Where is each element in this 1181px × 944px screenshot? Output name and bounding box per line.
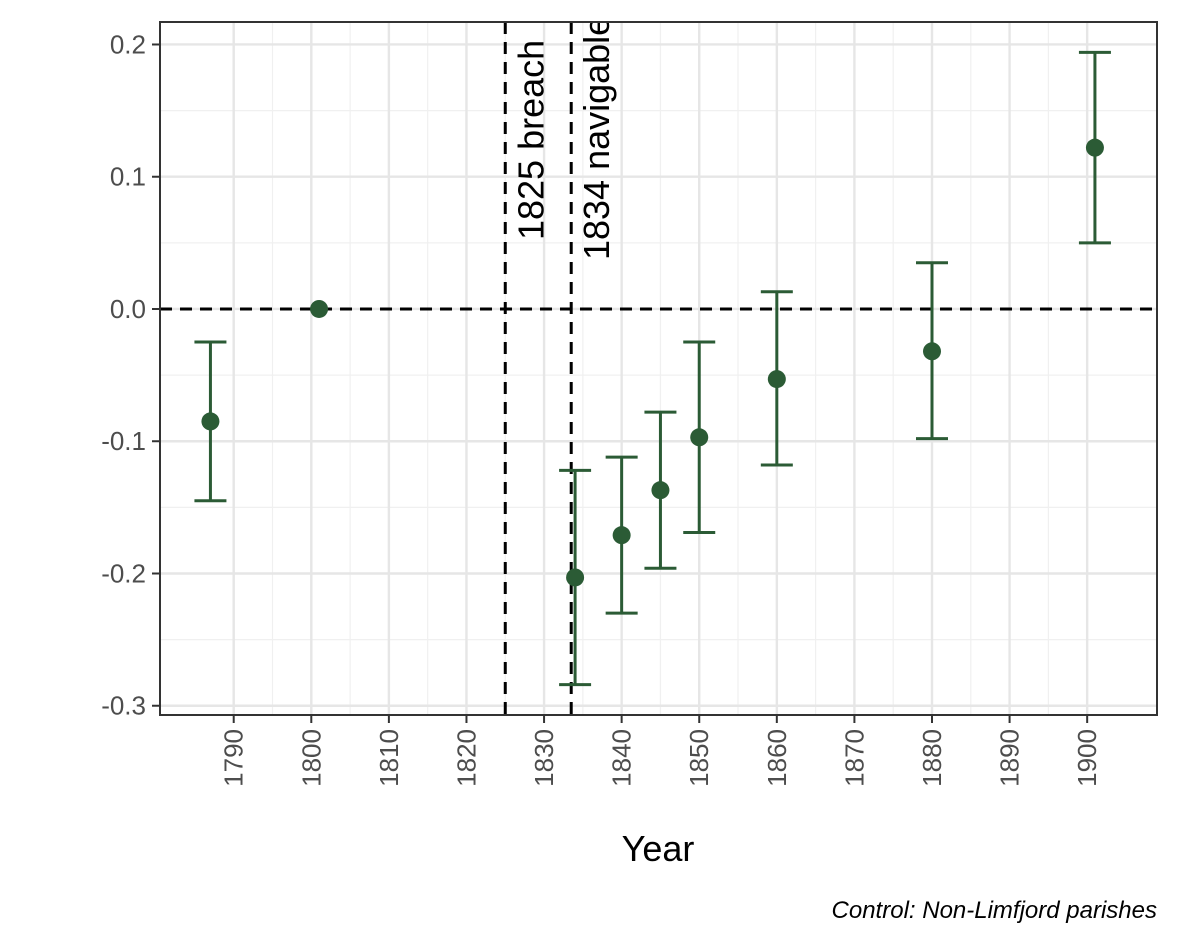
data-point (566, 568, 585, 587)
x-tick-label: 1860 (762, 729, 792, 787)
data-point (922, 342, 941, 361)
data-point (651, 481, 670, 500)
x-tick-label: 1870 (839, 729, 869, 787)
plot-panel-bg (160, 22, 1157, 715)
y-tick-label: 0.2 (110, 29, 146, 59)
x-tick-label: 1850 (684, 729, 714, 787)
data-point (690, 428, 709, 447)
x-tick-label: 1810 (374, 729, 404, 787)
data-point (612, 526, 631, 545)
x-axis: 1790 1800 1810 1820 1830 1840 1850 1860 1870 1880… (219, 715, 1102, 787)
x-tick-label: 1890 (995, 729, 1025, 787)
x-tick-label: 1800 (296, 729, 326, 787)
x-axis-title: Year (622, 828, 695, 869)
x-tick-label: 1820 (451, 729, 481, 787)
y-tick-label: -0.2 (101, 558, 146, 588)
plot-panel-border (159, 21, 1158, 716)
x-tick-label: 1830 (529, 729, 559, 787)
x-tick-label: 1790 (219, 729, 249, 787)
y-tick-label: -0.1 (101, 426, 146, 456)
x-tick-label: 1900 (1072, 729, 1102, 787)
data-point (767, 370, 786, 389)
data-point (201, 412, 220, 431)
x-tick-label: 1840 (607, 729, 637, 787)
reference-line-labels: 1825 breach 1834 navigable (510, 16, 617, 260)
y-axis: -0.3 -0.2 -0.1 0.0 0.1 0.2 (101, 29, 160, 721)
y-tick-label: 0.1 (110, 162, 146, 192)
reference-vline-label: 1825 breach (510, 40, 551, 240)
data-point (310, 299, 329, 318)
y-tick-label: -0.3 (101, 691, 146, 721)
data-marks (194, 50, 1111, 687)
reference-vline-label: 1834 navigable (576, 16, 617, 260)
grid-minor (160, 22, 1157, 715)
chart-caption: Control: Non-Limfjord parishes (832, 897, 1157, 924)
y-tick-label: 0.0 (110, 294, 146, 324)
data-point (1085, 138, 1104, 157)
x-tick-label: 1880 (917, 729, 947, 787)
